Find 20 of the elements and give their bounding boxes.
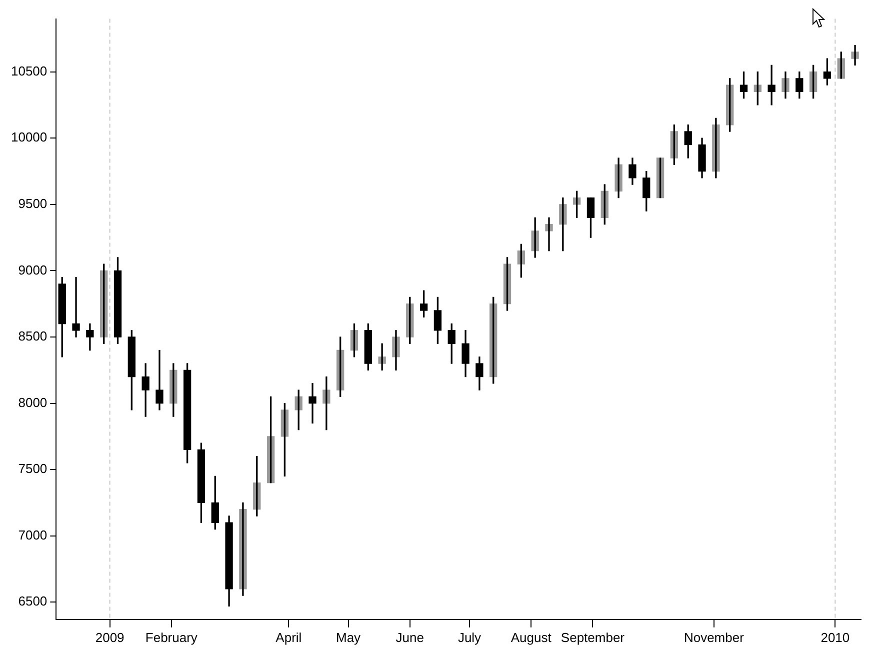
x-tick-label: 2009 [95, 630, 124, 645]
x-tick-label: November [684, 630, 745, 645]
candlestick [656, 158, 664, 198]
y-tick-label: 10000 [10, 130, 48, 145]
x-tick-label: September [560, 630, 626, 645]
x-tick-label: August [510, 630, 552, 645]
y-tick-label: 9000 [18, 262, 48, 278]
x-tick-label: April [276, 630, 302, 645]
x-tick-label: 2010 [820, 630, 850, 645]
x-tick-label: February [145, 630, 198, 645]
y-tick-label: 8000 [18, 394, 48, 410]
y-tick-label: 7000 [18, 527, 48, 542]
x-tick-label: May [336, 630, 362, 645]
y-tick-label: 6500 [18, 594, 48, 609]
x-tick-label: July [458, 630, 482, 645]
y-tick-label: 10500 [10, 63, 48, 78]
y-tick-label: 9500 [18, 196, 48, 211]
y-tick-label: 8500 [18, 328, 48, 344]
y-tick-label: 7500 [18, 461, 48, 476]
x-tick-label: June [396, 630, 424, 645]
